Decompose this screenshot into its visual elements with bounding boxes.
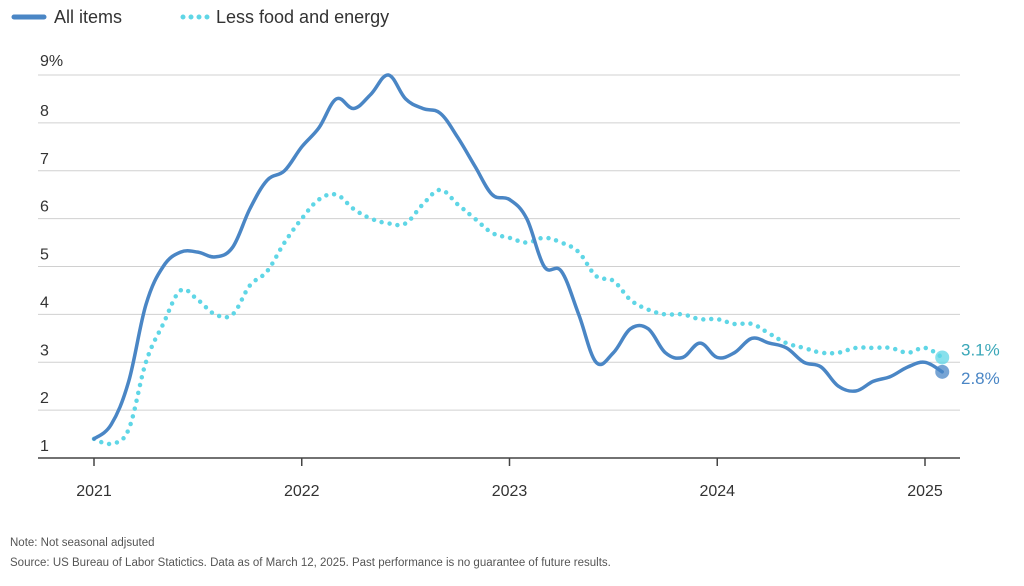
x-tick-label: 2022 xyxy=(284,483,320,500)
x-axis: 2021 2022 2023 2024 2025 xyxy=(38,457,960,500)
y-tick-label: 6 xyxy=(40,199,49,216)
y-tick-label: 8 xyxy=(40,103,49,120)
end-point-less-food-energy xyxy=(935,350,950,365)
x-tick-label: 2021 xyxy=(76,483,112,500)
y-tick-label: 1 xyxy=(40,438,49,455)
y-axis-ticks: 1 2 3 4 5 6 7 8 9% xyxy=(40,53,63,455)
end-markers: 2.8% 3.1% xyxy=(935,340,1000,388)
y-tick-label: 5 xyxy=(40,247,49,264)
legend: All items Less food and energy xyxy=(11,7,389,27)
footnote-note: Note: Not seasonal adjsuted xyxy=(10,537,155,549)
x-tick-label: 2023 xyxy=(492,483,528,500)
x-tick-label: 2025 xyxy=(907,483,943,500)
end-label-all-items: 2.8% xyxy=(961,369,1000,388)
y-tick-label: 2 xyxy=(40,390,49,407)
footnote-source: Source: US Bureau of Labor Statictics. D… xyxy=(10,557,611,569)
end-point-all-items xyxy=(935,364,950,379)
inflation-line-chart: All items Less food and energy 1 2 3 4 5 6 7 8 9… xyxy=(11,7,1000,500)
y-tick-label: 3 xyxy=(40,342,49,359)
series-layer xyxy=(91,73,945,447)
series-line-less-food-energy xyxy=(91,187,945,447)
legend-label-all-items: All items xyxy=(54,7,122,27)
y-tick-label: 9% xyxy=(40,53,63,70)
legend-label-less-food-energy: Less food and energy xyxy=(216,7,389,27)
series-line-all-items xyxy=(92,73,944,441)
y-tick-label: 4 xyxy=(40,294,49,311)
y-tick-label: 7 xyxy=(40,151,49,168)
gridlines xyxy=(38,74,960,411)
end-label-less-food-energy: 3.1% xyxy=(961,340,1000,359)
x-tick-label: 2024 xyxy=(699,483,735,500)
